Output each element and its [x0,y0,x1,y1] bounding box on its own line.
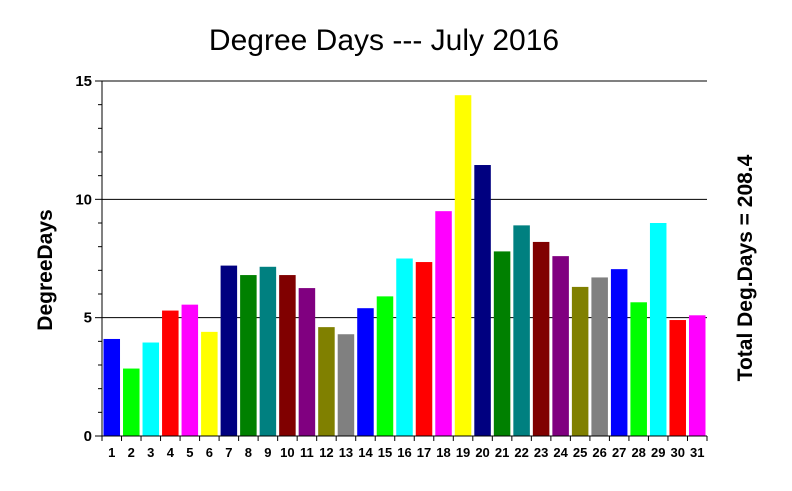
x-tick-label: 1 [108,445,115,460]
x-tick-label: 6 [206,445,213,460]
y-tick-labels: 0 5 10 15 [75,73,92,445]
bar [357,308,374,436]
bar [123,368,140,436]
bar [688,315,706,436]
x-tick-label: 4 [167,445,175,460]
bar [610,269,628,436]
bar [318,327,335,436]
x-tick-label: 23 [534,445,548,460]
bar [669,320,686,436]
bar [376,296,394,436]
x-tick-label: 24 [553,445,568,460]
bar [220,265,238,436]
bar [259,266,277,436]
y-tick-label: 15 [75,73,92,90]
x-tick-label: 28 [631,445,645,460]
x-tick-label: 19 [456,445,470,460]
x-tick-label: 18 [436,445,450,460]
x-tick-label: 15 [378,445,392,460]
axes [95,80,708,441]
x-tick-label: 5 [186,445,193,460]
x-tick-labels: 1 2 3 4 5 6 7 8 9 10 11 12 13 14 15 16 17 18 19 20 21 22 23 24 2… [108,445,704,460]
bar [279,275,296,436]
bar [571,286,589,436]
bar [474,165,491,436]
x-tick-label: 25 [573,445,587,460]
y-tick-label: 0 [84,428,92,445]
x-tick-label: 21 [495,445,509,460]
bar [591,277,608,436]
bar [142,342,160,436]
bars [103,95,706,436]
x-tick-label: 27 [612,445,626,460]
x-tick-label: 14 [358,445,373,460]
x-tick-label: 17 [417,445,431,460]
x-tick-label: 12 [319,445,333,460]
bar [454,95,472,436]
y-tick-label: 10 [75,191,92,208]
x-tick-label: 20 [475,445,489,460]
bar [415,262,433,436]
x-tick-label: 22 [514,445,528,460]
bar [162,310,179,436]
bar [201,331,218,436]
bar [103,338,121,436]
x-tick-label: 11 [300,445,314,460]
bar [181,304,199,436]
bar [552,256,569,436]
y-tick-label: 5 [84,310,92,327]
bar [513,225,530,436]
x-tick-label: 10 [280,445,294,460]
bar [630,302,647,436]
bar [298,288,316,436]
x-tick-label: 30 [670,445,684,460]
bar [337,334,355,436]
chart-title: Degree Days --- July 2016 [209,24,559,57]
x-tick-label: 3 [147,445,154,460]
x-tick-label: 8 [245,445,252,460]
bar [493,251,511,436]
x-tick-label: 31 [690,445,704,460]
x-tick-label: 26 [592,445,606,460]
y-axis-label: DegreeDays [34,209,57,330]
bar [649,223,667,436]
x-tick-label: 9 [264,445,271,460]
x-tick-label: 29 [651,445,665,460]
x-tick-label: 2 [128,445,135,460]
x-tick-label: 16 [397,445,411,460]
x-tick-label: 13 [339,445,353,460]
bar [532,241,550,436]
bar [396,258,413,436]
total-degree-days-label: Total Deg.Days = 208.4 [734,154,757,381]
bar [435,211,452,436]
bar [240,275,257,436]
x-tick-label: 7 [225,445,232,460]
